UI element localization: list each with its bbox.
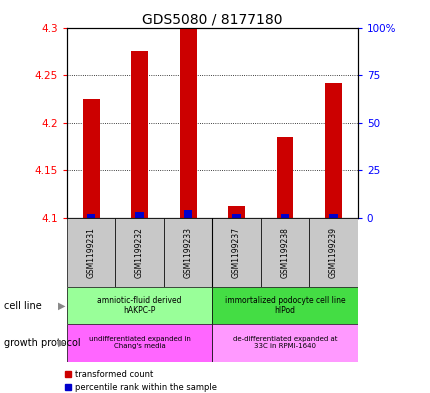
- Bar: [183, 211, 192, 218]
- Bar: [276, 137, 293, 218]
- Bar: [135, 212, 144, 218]
- Bar: [260, 218, 309, 287]
- Bar: [83, 99, 99, 218]
- Bar: [163, 218, 212, 287]
- Bar: [232, 214, 240, 218]
- Text: ▶: ▶: [58, 338, 65, 348]
- Legend: transformed count, percentile rank within the sample: transformed count, percentile rank withi…: [64, 370, 216, 392]
- Text: GSM1199231: GSM1199231: [86, 227, 95, 278]
- Text: amniotic-fluid derived
hAKPC-P: amniotic-fluid derived hAKPC-P: [97, 296, 181, 315]
- Text: growth protocol: growth protocol: [4, 338, 81, 348]
- Bar: [212, 218, 260, 287]
- Text: GSM1199232: GSM1199232: [135, 227, 144, 278]
- Bar: [86, 214, 95, 218]
- Bar: [115, 218, 163, 287]
- Title: GDS5080 / 8177180: GDS5080 / 8177180: [142, 12, 282, 26]
- Text: de-differentiated expanded at
33C in RPMI-1640: de-differentiated expanded at 33C in RPM…: [232, 336, 336, 349]
- Bar: [280, 214, 289, 218]
- Bar: [131, 51, 147, 218]
- Bar: [227, 206, 244, 218]
- Bar: [309, 218, 357, 287]
- Text: cell line: cell line: [4, 301, 42, 311]
- Text: GSM1199233: GSM1199233: [183, 227, 192, 278]
- Bar: [212, 324, 357, 362]
- Text: immortalized podocyte cell line
hIPod: immortalized podocyte cell line hIPod: [224, 296, 344, 315]
- Bar: [329, 214, 337, 218]
- Text: undifferentiated expanded in
Chang's media: undifferentiated expanded in Chang's med…: [89, 336, 190, 349]
- Bar: [67, 287, 212, 324]
- Bar: [212, 287, 357, 324]
- Text: GSM1199238: GSM1199238: [280, 227, 289, 278]
- Bar: [67, 218, 115, 287]
- Text: GSM1199237: GSM1199237: [231, 227, 240, 278]
- Bar: [179, 28, 196, 218]
- Text: GSM1199239: GSM1199239: [328, 227, 337, 278]
- Bar: [324, 83, 341, 218]
- Bar: [67, 324, 212, 362]
- Text: ▶: ▶: [58, 301, 65, 311]
